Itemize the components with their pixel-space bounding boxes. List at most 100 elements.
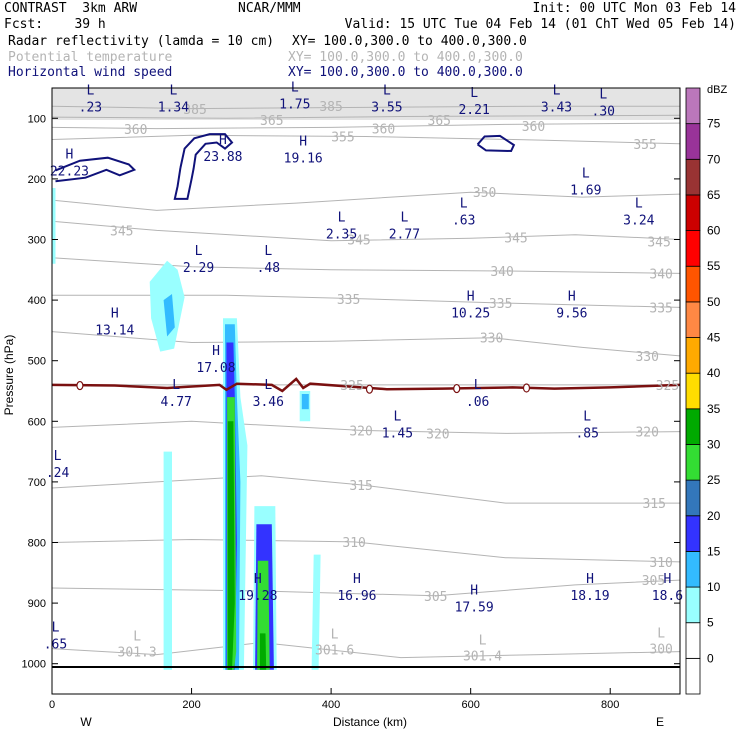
theta-contour-line [52,105,680,110]
wind-extremum-value: .63 [452,214,475,229]
x-tick-label: 600 [461,699,479,711]
x-axis-west-label: W [80,715,92,729]
wind-speed-contour [476,134,516,153]
theta-low-marker: L [479,634,487,649]
colorbar-level-label: 45 [707,331,721,345]
y-tick-label: 600 [28,416,46,428]
theta-contour-line [52,134,680,145]
reflectivity-cell [163,294,175,337]
theta-contour-label: 330 [635,350,658,365]
theta-contour-line [52,191,680,211]
theta-contour-line [52,641,680,659]
upper-theta-shading [52,88,680,120]
wind-extremum-marker: H [586,572,594,587]
wind-extremum-marker: L [172,378,180,393]
theta-contour-label: 315 [642,497,665,512]
colorbar-level-label: 10 [707,580,721,594]
wind-extremum-marker: L [400,211,408,226]
x-axis-east-label: E [656,715,664,729]
wind-extremum-value: 3.43 [541,100,572,115]
theta-contour-label: 340 [490,265,513,280]
wind-extremum-marker: L [383,83,391,98]
theta-contour-line [52,420,680,434]
theta-contour-label: 385 [319,100,342,115]
wind-extremum-value: 17.08 [196,361,235,376]
wind-extremum-marker: H [664,572,672,587]
wind-extremum-value: 23.88 [203,150,242,165]
colorbar-bin [685,408,701,445]
theta-contour-label: 335 [649,301,672,316]
colorbar-level-label: 55 [707,259,721,273]
y-tick-label: 300 [28,235,46,247]
colorbar-bin [685,551,701,588]
wind-extremum-value: 1.34 [158,100,189,115]
colorbar-level-label: 15 [707,544,721,558]
wind-extremum-value: 2.29 [183,261,214,276]
wind-extremum-value: 18.6 [652,589,683,604]
field-reflectivity-xy: XY= 100.0,300.0 to 400.0,300.0 [292,34,527,49]
wind-extremum-marker: H [299,134,307,149]
theta-contour-line [52,122,680,130]
theta-low-value: 301.3 [118,645,157,660]
header-valid-time: Valid: 15 UTC Tue 04 Feb 14 (01 ChT Wed … [344,17,736,32]
wind-extremum-marker: L [169,83,177,98]
colorbar-bin [685,265,701,303]
theta-contour-label: 310 [649,556,672,571]
wind-extremum-value: 13.14 [95,323,134,338]
freezing-level-marker [453,383,461,394]
reflectivity-cell [311,554,321,670]
colorbar-level-label: 20 [707,509,721,523]
colorbar-level-label: 35 [707,402,721,416]
theta-contour-label: 325 [656,379,679,394]
colorbar-level-label: 60 [707,224,721,238]
wind-extremum-value: 1.45 [382,426,413,441]
header-model-title: CONTRAST 3km ARW [4,1,138,16]
wind-extremum-value: .48 [257,261,280,276]
plot-frame [51,87,681,695]
theta-contour-label: 330 [480,332,503,347]
wind-extremum-value: .06 [466,395,489,410]
y-tick-label: 700 [28,477,46,489]
colorbar-bin [685,479,701,517]
theta-low-marker: L [133,629,141,644]
y-tick-label: 800 [28,538,46,550]
wind-extremum-marker: L [86,83,94,98]
freezing-level-marker [76,380,84,391]
x-tick-label: 800 [601,699,619,711]
wind-extremum-marker: L [599,88,607,103]
wind-extremum-value: 17.59 [455,600,494,615]
colorbar-level-label: 25 [707,473,721,487]
theta-contour-label: 365 [260,114,283,129]
wind-extremum-marker: L [460,197,468,212]
colorbar-level-label: 70 [707,152,721,166]
wind-extremum-marker: L [338,211,346,226]
reflectivity-cell [301,394,309,410]
wind-extremum-marker: L [583,409,591,424]
field-theta-name: Potential temperature [8,50,173,65]
wind-extremum-marker: L [54,449,62,464]
wind-extremum-value: .85 [575,426,598,441]
wind-extremum-marker: H [212,344,220,359]
y-tick-label: 100 [28,113,46,125]
wind-extremum-value: 4.77 [161,395,192,410]
wind-extremum-value: 2.77 [389,228,420,243]
header-forecast-hour: Fcst: 39 h [4,17,106,32]
theta-contour-line [52,257,680,274]
wind-extremum-marker: H [254,572,262,587]
theta-low-value: 301.4 [463,650,502,665]
wind-extremum-marker: L [474,378,482,393]
theta-contour-line [52,538,680,563]
colorbar-level-label: 40 [707,366,721,380]
wind-extremum-value: 16.96 [337,589,376,604]
colorbar-bin [685,194,701,231]
colorbar-level-label: 75 [707,117,721,131]
colorbar-bin [685,158,701,196]
theta-contour-label: 365 [428,114,451,129]
theta-contour-label: 305 [424,590,447,605]
colorbar-level-label: 5 [707,616,714,630]
colorbar-bin [685,337,701,374]
colorbar-bin [685,230,701,267]
freezing-level-marker [522,383,531,393]
wind-extremum-value: 3.55 [371,100,402,115]
y-tick-label: 500 [28,356,46,368]
